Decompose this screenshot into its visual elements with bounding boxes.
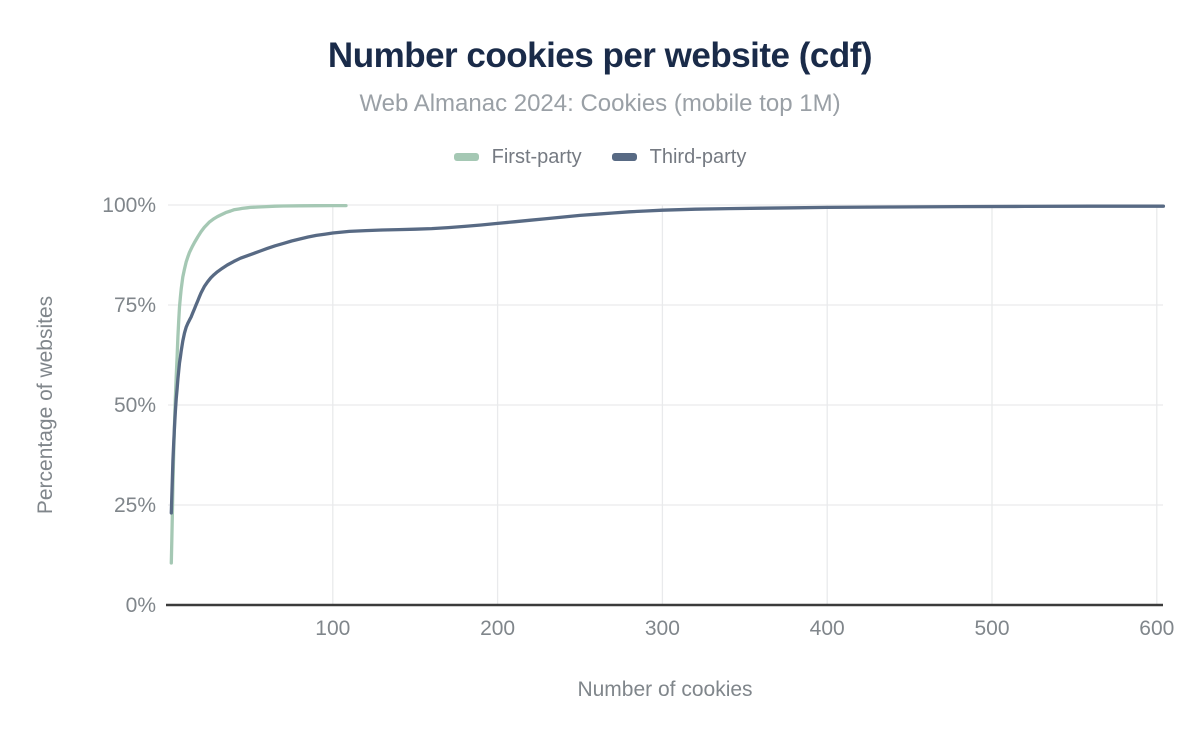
- first-party-swatch-icon: [453, 153, 479, 161]
- series-line-third-party: [169, 204, 1166, 515]
- legend-label-first-party: First-party: [491, 145, 582, 168]
- y-tick-label: 75%: [114, 294, 156, 317]
- legend-item-first-party: First-party: [453, 145, 582, 169]
- x-tick-label: 200: [480, 617, 515, 640]
- x-tick-label: 300: [645, 617, 680, 640]
- chart-subtitle: Web Almanac 2024: Cookies (mobile top 1M…: [359, 90, 841, 117]
- y-tick-label: 50%: [114, 394, 156, 417]
- legend-item-third-party: Third-party: [611, 145, 747, 169]
- y-axis-title: Percentage of websites: [34, 295, 57, 515]
- x-tick-label: 100: [315, 617, 350, 640]
- x-tick-label: 500: [974, 617, 1009, 640]
- y-tick-label: 100%: [102, 194, 156, 217]
- third-party-swatch-icon: [611, 153, 637, 161]
- y-tick-label: 25%: [114, 494, 156, 517]
- chart-legend: First-party Third-party: [0, 144, 1200, 170]
- y-tick-label: 0%: [126, 594, 156, 617]
- legend-label-third-party: Third-party: [649, 145, 747, 168]
- chart-title: Number cookies per website (cdf): [327, 36, 873, 75]
- x-tick-label: 400: [810, 617, 845, 640]
- x-tick-label: 600: [1139, 617, 1174, 640]
- series-line-first-party: [169, 203, 348, 565]
- x-axis-title: Number of cookies: [577, 678, 753, 701]
